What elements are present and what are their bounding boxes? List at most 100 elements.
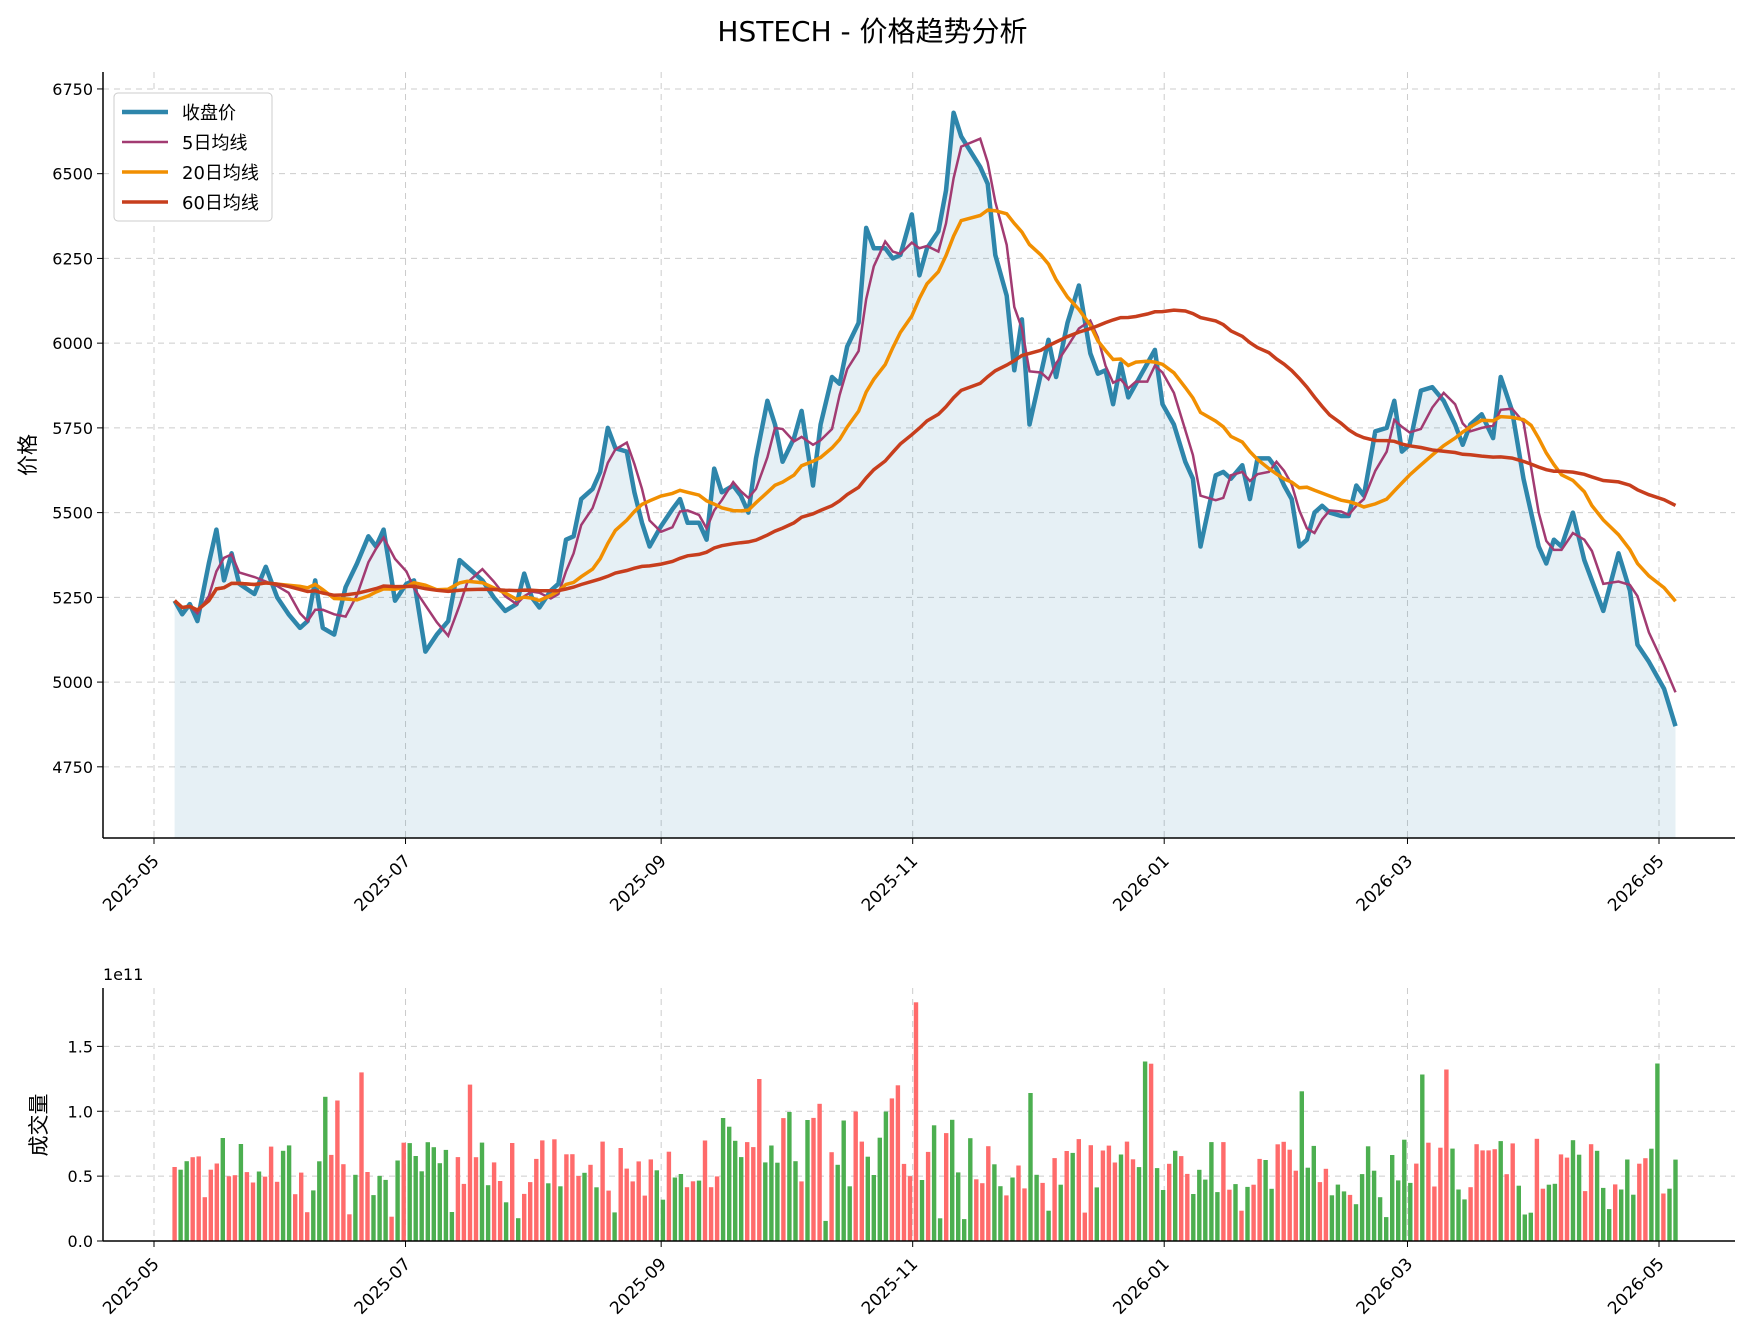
- legend-label: 20日均线: [182, 163, 259, 184]
- volume-bar: [871, 1175, 876, 1241]
- volume-bar: [654, 1170, 659, 1241]
- volume-bar: [992, 1164, 997, 1241]
- volume-bar: [986, 1146, 991, 1241]
- volume-bar: [467, 1084, 473, 1241]
- volume-bar: [907, 1176, 913, 1241]
- volume-bar: [1492, 1149, 1497, 1241]
- volume-bar: [787, 1112, 792, 1241]
- volume-bar: [913, 1002, 919, 1241]
- volume-bar: [919, 1180, 925, 1241]
- volume-bar: [1191, 1194, 1196, 1241]
- volume-bar: [552, 1139, 557, 1241]
- volume-bar: [510, 1143, 515, 1241]
- volume-bar: [901, 1163, 907, 1241]
- volume-bar: [250, 1182, 256, 1241]
- volume-bar: [473, 1157, 479, 1241]
- volume-bar: [1046, 1210, 1051, 1241]
- volume-bar: [600, 1141, 605, 1241]
- volume-bar: [202, 1197, 207, 1241]
- volume-bar: [540, 1140, 545, 1241]
- volume-bar: [1601, 1187, 1606, 1241]
- volume-bar: [1305, 1167, 1310, 1241]
- volume-bar: [1269, 1188, 1274, 1241]
- volume-bar: [232, 1175, 238, 1241]
- volume-bar: [672, 1177, 678, 1241]
- volume-bar: [1468, 1187, 1473, 1241]
- volume-bar: [588, 1164, 593, 1241]
- volume-bar: [407, 1143, 412, 1241]
- volume-bar: [937, 1218, 943, 1241]
- volume-bar: [974, 1179, 979, 1241]
- volume-bar: [1197, 1169, 1202, 1241]
- volume-bar: [1498, 1141, 1503, 1241]
- volume-bar: [1311, 1145, 1316, 1241]
- volume-bar: [956, 1172, 961, 1241]
- volume-bar: [702, 1140, 708, 1241]
- volume-bar: [642, 1195, 647, 1241]
- volume-bar: [727, 1126, 732, 1241]
- volume-bar: [1516, 1185, 1521, 1241]
- volume-bar: [648, 1159, 653, 1241]
- volume-bar: [1576, 1154, 1582, 1241]
- volume-bar: [1052, 1158, 1057, 1241]
- volume-bar: [925, 1151, 931, 1241]
- volume-bar: [329, 1154, 334, 1241]
- volume-bar: [1438, 1147, 1443, 1241]
- volume-bar: [1010, 1177, 1015, 1241]
- volume-bar: [1353, 1204, 1359, 1241]
- volume-bar: [299, 1172, 304, 1241]
- volume-bar: [395, 1160, 400, 1241]
- volume-bar: [1480, 1150, 1485, 1241]
- volume-bar: [962, 1219, 967, 1241]
- volume-bar: [1118, 1154, 1124, 1241]
- volume-bar: [1402, 1139, 1407, 1241]
- volume-bar: [1317, 1182, 1323, 1241]
- volume-bar: [1239, 1210, 1244, 1241]
- volume-bar: [1528, 1212, 1533, 1241]
- x-tick-label: 2025-11: [858, 1254, 922, 1318]
- volume-bar: [805, 1120, 810, 1241]
- volume-bar: [347, 1214, 352, 1241]
- close-price-line: [172, 110, 1678, 727]
- volume-bar: [341, 1164, 346, 1241]
- volume-bar: [1613, 1184, 1618, 1241]
- volume-bar: [1148, 1063, 1154, 1241]
- x-tick-label: 2026-01: [1109, 851, 1173, 915]
- legend-label: 5日均线: [182, 133, 247, 154]
- volume-bar: [226, 1176, 232, 1241]
- volume-bar: [606, 1190, 611, 1241]
- volume-bar: [853, 1111, 858, 1241]
- volume-bar: [503, 1202, 509, 1241]
- volume-bar: [1233, 1184, 1238, 1241]
- volume-bar: [708, 1187, 714, 1241]
- volume-bar: [859, 1141, 864, 1241]
- y-tick-label: 5750: [52, 419, 93, 438]
- y-tick-label: 6500: [52, 165, 93, 184]
- volume-bar: [1558, 1154, 1564, 1241]
- volume-bar: [1341, 1191, 1347, 1241]
- volume-bar: [1064, 1151, 1069, 1241]
- volume-bar: [479, 1142, 485, 1241]
- volume-bar: [895, 1085, 901, 1241]
- volume-bar: [823, 1220, 828, 1241]
- volume-bar: [865, 1156, 870, 1241]
- volume-bar: [714, 1176, 720, 1241]
- volume-bar: [1384, 1217, 1389, 1241]
- volume-bar: [950, 1119, 955, 1241]
- volume-bar: [528, 1182, 533, 1241]
- volume-bar: [1462, 1199, 1467, 1241]
- volume-bar: [558, 1186, 563, 1241]
- volume-bar: [1022, 1188, 1027, 1241]
- volume-bar: [660, 1199, 666, 1241]
- volume-bar: [811, 1117, 816, 1241]
- volume-bar: [696, 1180, 702, 1241]
- volume-bar: [214, 1163, 219, 1241]
- volume-bar: [1643, 1158, 1648, 1241]
- volume-exponent-label: 1e11: [103, 965, 143, 984]
- y-tick-label: 6000: [52, 334, 93, 353]
- volume-bar: [413, 1156, 418, 1241]
- volume-bar: [690, 1181, 696, 1241]
- volume-bar: [1546, 1184, 1552, 1241]
- volume-bar: [751, 1147, 756, 1241]
